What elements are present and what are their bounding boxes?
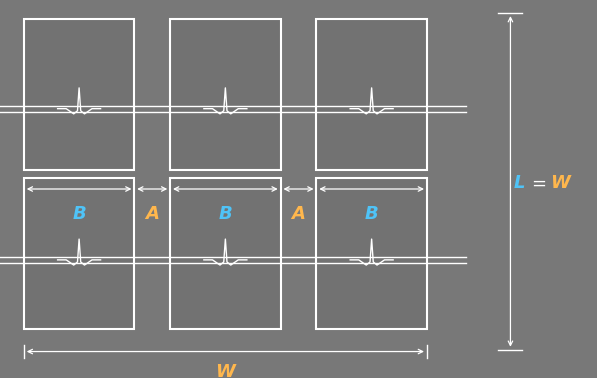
Bar (170, 19, 281, 170)
Text: B: B (219, 204, 232, 223)
Bar (24, 19, 134, 170)
Text: W: W (216, 363, 235, 378)
Text: B: B (365, 204, 378, 223)
Bar (316, 19, 427, 170)
Text: W: W (550, 174, 570, 192)
Text: B: B (72, 204, 86, 223)
Text: =: = (531, 174, 547, 192)
Bar (316, 178, 427, 329)
Text: L: L (513, 174, 525, 192)
Bar (170, 178, 281, 329)
Text: A: A (145, 204, 159, 223)
Bar (24, 178, 134, 329)
Text: A: A (291, 204, 306, 223)
